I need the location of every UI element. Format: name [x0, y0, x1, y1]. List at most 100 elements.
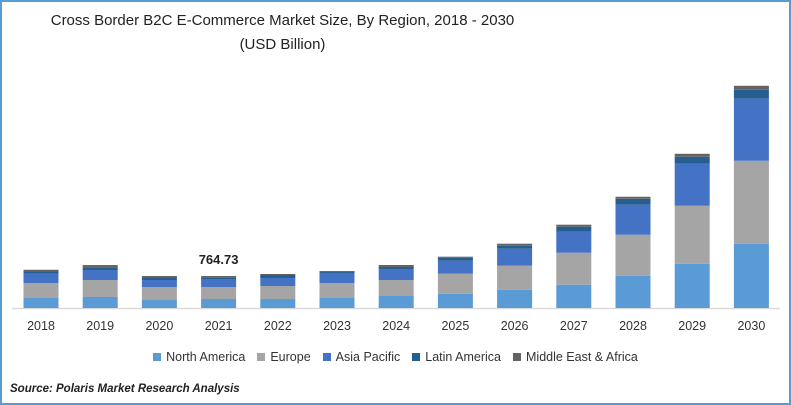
bar-segment-2020-asia-pacific: [141, 280, 177, 288]
bar-segment-2026-north-america: [497, 289, 533, 308]
bar-segment-2029-north-america: [674, 263, 710, 308]
x-tick-label: 2024: [382, 319, 410, 333]
bar-segment-2029-latin-america: [674, 156, 710, 164]
bar-segment-2025-europe: [437, 273, 473, 294]
legend-swatch: [513, 353, 521, 361]
bar-segment-2018-latin-america: [23, 271, 59, 274]
bar-segment-2030-asia-pacific: [733, 98, 769, 161]
x-tick-label: 2029: [678, 319, 706, 333]
x-tick-label: 2020: [145, 319, 173, 333]
bar-segment-2022-europe: [260, 286, 296, 300]
bar-segment-2019-north-america: [82, 297, 118, 308]
bar-segment-2022-asia-pacific: [260, 278, 296, 287]
legend-item: Middle East & Africa: [513, 350, 638, 364]
bar-segment-2020-europe: [141, 287, 177, 301]
x-tick-label: 2026: [501, 319, 529, 333]
data-label: 764.73: [199, 252, 239, 267]
bar-segment-2027-latin-america: [556, 226, 592, 232]
bar-segment-2018-north-america: [23, 298, 59, 308]
legend-label: Europe: [270, 350, 311, 364]
bar-segment-2025-asia-pacific: [437, 260, 473, 274]
bar-segment-2020-north-america: [141, 300, 177, 308]
bar-segment-2029-europe: [674, 205, 710, 264]
bar-segment-2019-asia-pacific: [82, 270, 118, 281]
bar-segment-2028-latin-america: [615, 198, 651, 205]
legend-item: Europe: [257, 350, 311, 364]
x-tick-label: 2023: [323, 319, 351, 333]
bar-segment-2028-asia-pacific: [615, 204, 651, 235]
bar-segment-2023-latin-america: [319, 272, 355, 274]
bar-segment-2028-middle-east-africa: [615, 196, 651, 199]
bar-segment-2028-north-america: [615, 275, 651, 308]
legend-swatch: [322, 353, 331, 361]
bar-segment-2018-middle-east-africa: [23, 269, 59, 272]
x-tick-label: 2027: [560, 319, 588, 333]
bar-segment-2030-europe: [733, 160, 769, 244]
bar-segment-2023-europe: [319, 283, 355, 299]
bar-segment-2027-asia-pacific: [556, 231, 592, 253]
bar-segment-2024-europe: [378, 280, 414, 296]
bar-segment-2030-north-america: [733, 243, 769, 308]
bar-segment-2025-latin-america: [437, 257, 473, 261]
bar-segment-2021-europe: [201, 287, 237, 300]
x-tick-label: 2022: [264, 319, 292, 333]
legend-swatch: [257, 353, 266, 361]
bar-segment-2027-middle-east-africa: [556, 224, 592, 227]
legend-item: North America: [153, 350, 245, 364]
bar-segment-2026-middle-east-africa: [497, 243, 533, 246]
x-tick-label: 2018: [27, 319, 55, 333]
bar-segment-2025-middle-east-africa: [437, 256, 473, 258]
bar-segment-2029-middle-east-africa: [674, 153, 710, 157]
x-tick-label: 2030: [737, 319, 765, 333]
x-tick-label: 2019: [86, 319, 114, 333]
bar-segment-2027-north-america: [556, 284, 592, 308]
bar-segment-2019-europe: [82, 280, 118, 298]
legend: North America Europe Asia Pacific Latin Ame…: [0, 350, 791, 364]
bar-segment-2028-europe: [615, 234, 651, 276]
bar-segment-2022-middle-east-africa: [260, 274, 296, 276]
bar-segment-2021-middle-east-africa: [201, 276, 237, 278]
legend-label: Latin America: [425, 350, 501, 364]
chart-title: Cross Border B2C E-Commerce Market Size,…: [50, 12, 515, 29]
bar-segment-2026-asia-pacific: [497, 248, 533, 266]
legend-swatch: [153, 353, 162, 361]
x-tick-label: 2025: [441, 319, 469, 333]
bar-segment-2021-north-america: [201, 299, 237, 308]
bar-segment-2030-middle-east-africa: [733, 85, 769, 90]
bar-segment-2027-europe: [556, 252, 592, 285]
bar-segment-2029-asia-pacific: [674, 163, 710, 206]
bar-segment-2022-north-america: [260, 299, 296, 308]
legend-label: North America: [166, 350, 246, 364]
legend-label: Middle East & Africa: [526, 350, 638, 364]
bar-segment-2026-europe: [497, 265, 533, 290]
bar-segment-2023-north-america: [319, 298, 355, 308]
bar-segment-2020-latin-america: [141, 278, 177, 281]
bar-segment-2026-latin-america: [497, 245, 533, 249]
bar-segment-2022-latin-america: [260, 275, 296, 279]
bar-segment-2024-asia-pacific: [378, 269, 414, 281]
bar-segment-2018-europe: [23, 283, 59, 299]
bar-segment-2021-asia-pacific: [201, 279, 237, 288]
x-tick-label: 2021: [205, 319, 233, 333]
bar-segment-2019-middle-east-africa: [82, 265, 118, 268]
legend-label: Asia Pacific: [335, 350, 401, 364]
source-note: Source: Polaris Market Research Analysis: [10, 383, 240, 395]
bar-segment-2023-asia-pacific: [319, 273, 355, 284]
legend-item: Latin America: [412, 350, 501, 364]
bar-segment-2025-north-america: [437, 293, 473, 308]
bar-segment-2023-middle-east-africa: [319, 271, 355, 273]
bar-segment-2021-latin-america: [201, 277, 237, 280]
x-tick-label: 2028: [619, 319, 647, 333]
legend-item: Asia Pacific: [322, 350, 401, 364]
chart-subtitle: (USD Billion): [239, 36, 326, 53]
legend-swatch: [412, 353, 421, 361]
bar-segment-2020-middle-east-africa: [141, 276, 177, 279]
bar-segment-2030-latin-america: [733, 89, 769, 99]
bar-segment-2019-latin-america: [82, 267, 118, 271]
bar-segment-2024-north-america: [378, 295, 414, 308]
bar-segment-2024-latin-america: [378, 267, 414, 270]
bar-segment-2024-middle-east-africa: [378, 265, 414, 268]
bar-segment-2018-asia-pacific: [23, 273, 59, 284]
